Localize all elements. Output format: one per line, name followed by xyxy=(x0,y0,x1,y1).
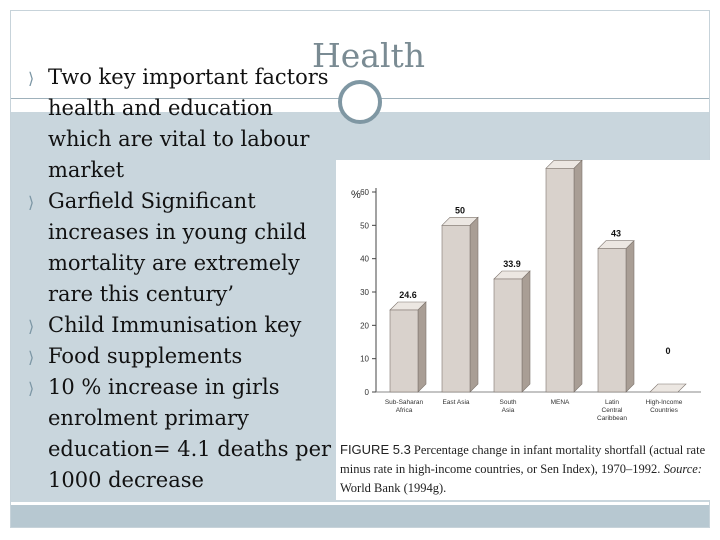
bar-side xyxy=(521,270,531,393)
x-tick-label: Africa xyxy=(396,407,413,414)
x-tick-label: Latin xyxy=(605,399,619,406)
bar-value-label: 50 xyxy=(455,205,465,215)
bar-flat xyxy=(649,383,687,393)
x-tick-label: Countries xyxy=(650,407,679,414)
bar-value-label: 33.9 xyxy=(503,259,521,269)
bullet-item: ⟩ Child Immunisation key xyxy=(18,310,340,341)
figure-caption-text: Percentage change in infant mortality sh… xyxy=(340,443,706,476)
figure-caption: FIGURE 5.3 Percentage change in infant m… xyxy=(340,440,706,498)
bullet-arrow-icon: ⟩ xyxy=(28,193,35,212)
y-tick-label: 60 xyxy=(360,188,369,197)
bullet-item: ⟩ 10 % increase in girls enrolment prima… xyxy=(28,375,332,492)
x-tick-label: MENA xyxy=(551,399,570,406)
bullet-arrow-icon: ⟩ xyxy=(28,317,35,336)
bar xyxy=(545,168,575,393)
y-tick-label: 10 xyxy=(360,355,369,364)
y-tick-label: 20 xyxy=(360,321,369,330)
x-tick-label: Asia xyxy=(502,407,515,414)
bar xyxy=(493,278,523,393)
bullet-item: ⟩ Garfield Significant increases in youn… xyxy=(28,189,307,306)
bar-value-label: 43 xyxy=(611,229,621,239)
bar-side xyxy=(417,301,427,393)
bullet-arrow-icon: ⟩ xyxy=(28,379,35,398)
x-tick-label: East Asia xyxy=(442,399,469,406)
y-tick-label: 30 xyxy=(360,288,369,297)
figure-source: World Bank (1994g). xyxy=(340,481,447,495)
bar-side xyxy=(469,216,479,393)
x-tick-label: High-Income xyxy=(646,399,683,406)
x-tick-label: Central xyxy=(602,407,624,414)
figure-chart: % 0 10 20 30 40 50 60 24.6 Sub-Saharan Africa 50 Eas… xyxy=(336,160,710,500)
bar xyxy=(389,309,419,393)
slide-title: Health xyxy=(312,36,426,75)
y-tick-label: 40 xyxy=(360,255,369,264)
bullet-list: ⟩ Two key important factors health and e… xyxy=(18,62,340,496)
footer-band xyxy=(11,505,709,527)
bullet-arrow-icon: ⟩ xyxy=(28,348,35,367)
bar xyxy=(441,225,471,393)
y-tick-label: 50 xyxy=(360,221,369,230)
bullet-arrow-icon: ⟩ xyxy=(28,69,35,88)
figure-source-label: Source: xyxy=(663,462,702,476)
x-tick-label: Caribbean xyxy=(597,415,627,422)
y-axis-unit: % xyxy=(351,189,361,201)
bar-value-label: 0 xyxy=(665,346,670,356)
figure-label: FIGURE 5.3 xyxy=(340,442,411,457)
bullet-item: ⟩ Two key important factors health and e… xyxy=(28,65,329,182)
decorative-circle xyxy=(338,80,382,124)
bar xyxy=(597,248,627,393)
bar-side xyxy=(573,160,583,393)
x-tick-label: South xyxy=(500,399,517,406)
bar-value-label: 24.6 xyxy=(399,290,417,300)
bullet-item: ⟩ Food supplements xyxy=(18,341,340,372)
x-tick-label: Sub-Saharan xyxy=(385,399,424,406)
bar-side xyxy=(625,239,635,393)
y-tick-label: 0 xyxy=(365,388,370,397)
